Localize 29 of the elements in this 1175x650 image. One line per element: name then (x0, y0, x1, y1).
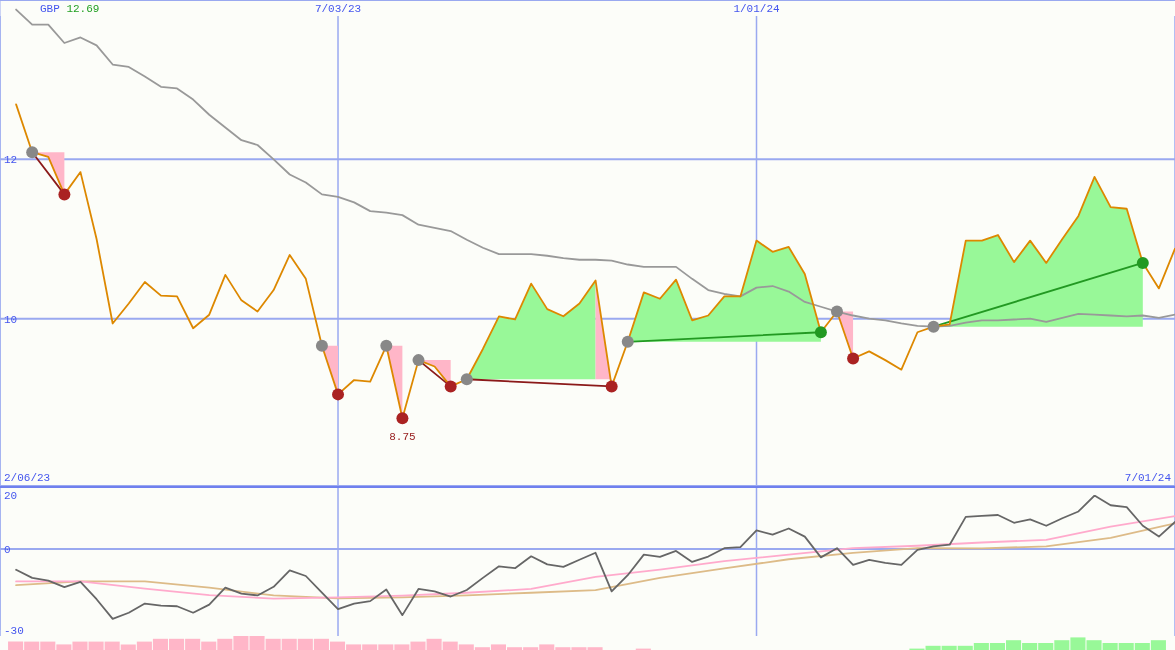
point (396, 412, 409, 425)
x-tick-label: 7/03/23 (314, 3, 362, 15)
y-tick-label: 0 (4, 544, 11, 556)
y-axis-title: GBP (40, 3, 61, 15)
point (58, 188, 71, 201)
point (814, 326, 827, 339)
y-tick-label: -30 (4, 625, 24, 637)
x-tick-label: 1/01/24 (733, 3, 780, 15)
point (1136, 256, 1149, 269)
annotation: 12.69 (66, 3, 100, 15)
y-tick-label: 12 (4, 154, 18, 167)
y-tick-label: 20 (4, 490, 18, 502)
point (380, 339, 393, 352)
point (847, 352, 860, 365)
annotation: 2/06/23 (4, 472, 51, 484)
point (830, 305, 843, 318)
point (621, 335, 634, 348)
point (927, 320, 940, 333)
point (26, 146, 39, 159)
point (412, 354, 425, 367)
point (605, 380, 618, 393)
line-series (15, 495, 1175, 620)
point (315, 339, 328, 352)
point (444, 380, 457, 393)
point (332, 388, 345, 401)
y-tick-label: 10 (4, 313, 18, 326)
point (460, 373, 473, 386)
annotation: 8.75 (389, 431, 416, 444)
annotation: 7/01/24 (1124, 472, 1172, 484)
